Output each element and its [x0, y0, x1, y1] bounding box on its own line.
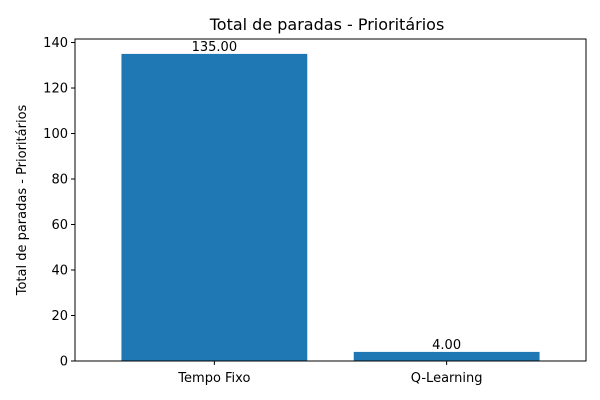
y-tick-label: 100	[43, 127, 68, 142]
y-tick-label: 80	[51, 173, 68, 188]
x-tick-label: Q-Learning	[411, 371, 483, 386]
x-ticks: Tempo Fixo Q-Learning	[177, 361, 483, 386]
bars-layer	[121, 53, 540, 362]
y-tick-label: 0	[60, 355, 68, 370]
y-ticks: 0 20 40 60 80 100 120 140	[43, 36, 75, 370]
bar-q-learning	[353, 351, 540, 361]
y-tick-label: 40	[51, 264, 68, 279]
y-tick-label: 140	[43, 36, 68, 51]
data-label: 135.00	[192, 40, 238, 55]
bar-tempo-fixo	[121, 53, 308, 362]
y-tick-label: 60	[51, 218, 68, 233]
y-tick-label: 20	[51, 309, 68, 324]
y-tick-label: 120	[43, 82, 68, 97]
data-labels: 135.00 4.00	[192, 40, 461, 353]
chart-title: Total de paradas - Prioritários	[209, 15, 445, 34]
y-axis-label: Total de paradas - Prioritários	[15, 104, 30, 296]
x-tick-label: Tempo Fixo	[177, 371, 250, 386]
data-label: 4.00	[432, 338, 461, 353]
plot-frame	[74, 38, 587, 362]
